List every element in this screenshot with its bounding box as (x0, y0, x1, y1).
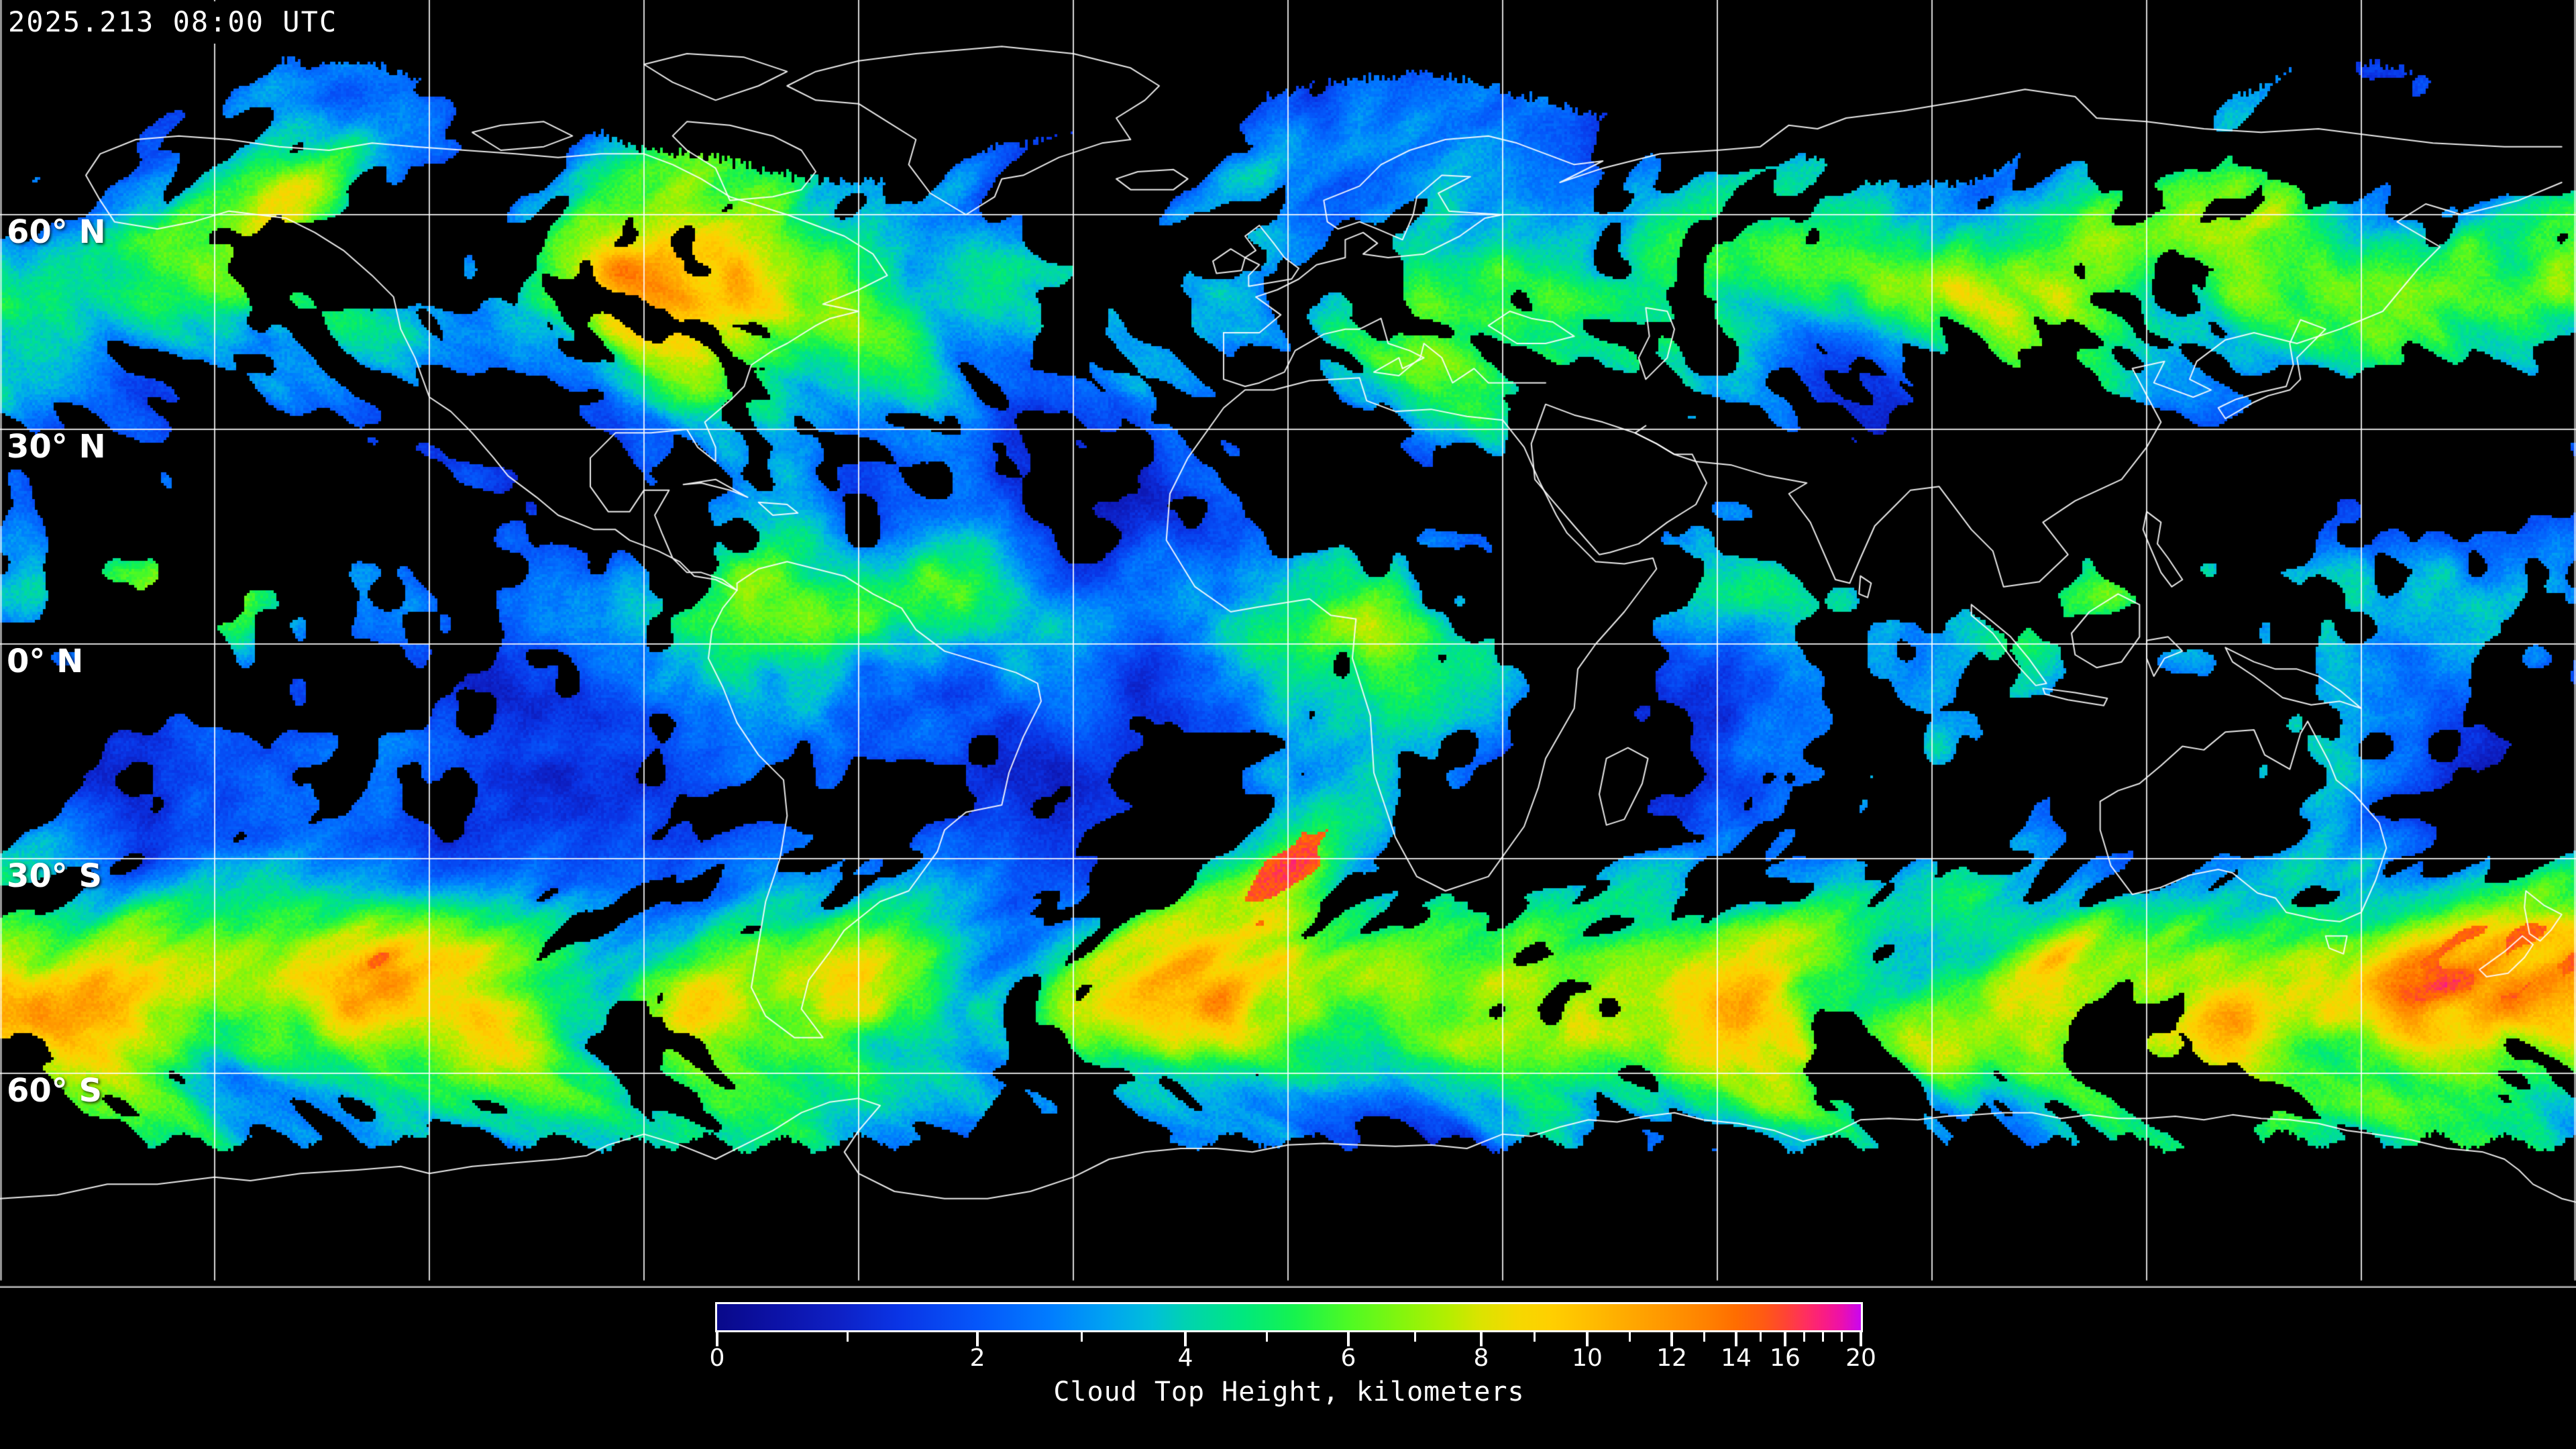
colorbar-minor-tick (1841, 1332, 1843, 1342)
colorbar-minor-tick (846, 1332, 849, 1342)
colorbar-tick-label: 14 (1721, 1344, 1752, 1372)
timestamp-label: 2025.213 08:00 UTC (3, 1, 346, 44)
latitude-label-60n: 60° N (7, 213, 106, 251)
colorbar-minor-tick (1413, 1332, 1416, 1342)
colorbar: 0 2 4 6 8 10 12 14 16 20 Cloud Top Height, kilome… (0, 1288, 2576, 1449)
latitude-label-0n: 0° N (7, 643, 84, 680)
colorbar-major-tick (716, 1332, 718, 1346)
colorbar-minor-tick (1533, 1332, 1536, 1342)
colorbar-tick-label: 4 (1177, 1344, 1193, 1372)
colorbar-tick-label: 12 (1656, 1344, 1687, 1372)
colorbar-tick-label: 16 (1770, 1344, 1801, 1372)
colorbar-minor-tick (1628, 1332, 1631, 1342)
cloud-height-map-canvas (0, 0, 2576, 1288)
colorbar-major-tick (1734, 1332, 1737, 1346)
colorbar-major-tick (1479, 1332, 1483, 1346)
latitude-label-60s: 60° S (7, 1072, 103, 1110)
colorbar-major-tick (1670, 1332, 1673, 1346)
colorbar-tick-label: 8 (1473, 1344, 1489, 1372)
colorbar-major-tick (976, 1332, 979, 1346)
colorbar-major-tick (1783, 1332, 1786, 1346)
colorbar-major-tick (1585, 1332, 1589, 1346)
colorbar-major-tick (1860, 1332, 1862, 1346)
colorbar-minor-tick (1822, 1332, 1825, 1342)
colorbar-minor-tick (1266, 1332, 1269, 1342)
colorbar-major-tick (1346, 1332, 1350, 1346)
colorbar-title: Cloud Top Height, kilometers (1053, 1377, 1525, 1407)
latitude-label-30s: 30° S (7, 857, 103, 895)
colorbar-minor-tick (1803, 1332, 1805, 1342)
colorbar-tick-label: 10 (1572, 1344, 1603, 1372)
colorbar-tick-label: 0 (709, 1344, 725, 1372)
colorbar-minor-tick (1759, 1332, 1762, 1342)
colorbar-minor-tick (1080, 1332, 1083, 1342)
colorbar-tick-label: 20 (1845, 1344, 1876, 1372)
latitude-label-30n: 30° N (7, 428, 106, 466)
colorbar-major-tick (1184, 1332, 1187, 1346)
colorbar-tick-label: 6 (1340, 1344, 1356, 1372)
colorbar-minor-tick (1703, 1332, 1705, 1342)
colorbar-tick-label: 2 (969, 1344, 985, 1372)
colorbar-gradient (715, 1302, 1863, 1332)
